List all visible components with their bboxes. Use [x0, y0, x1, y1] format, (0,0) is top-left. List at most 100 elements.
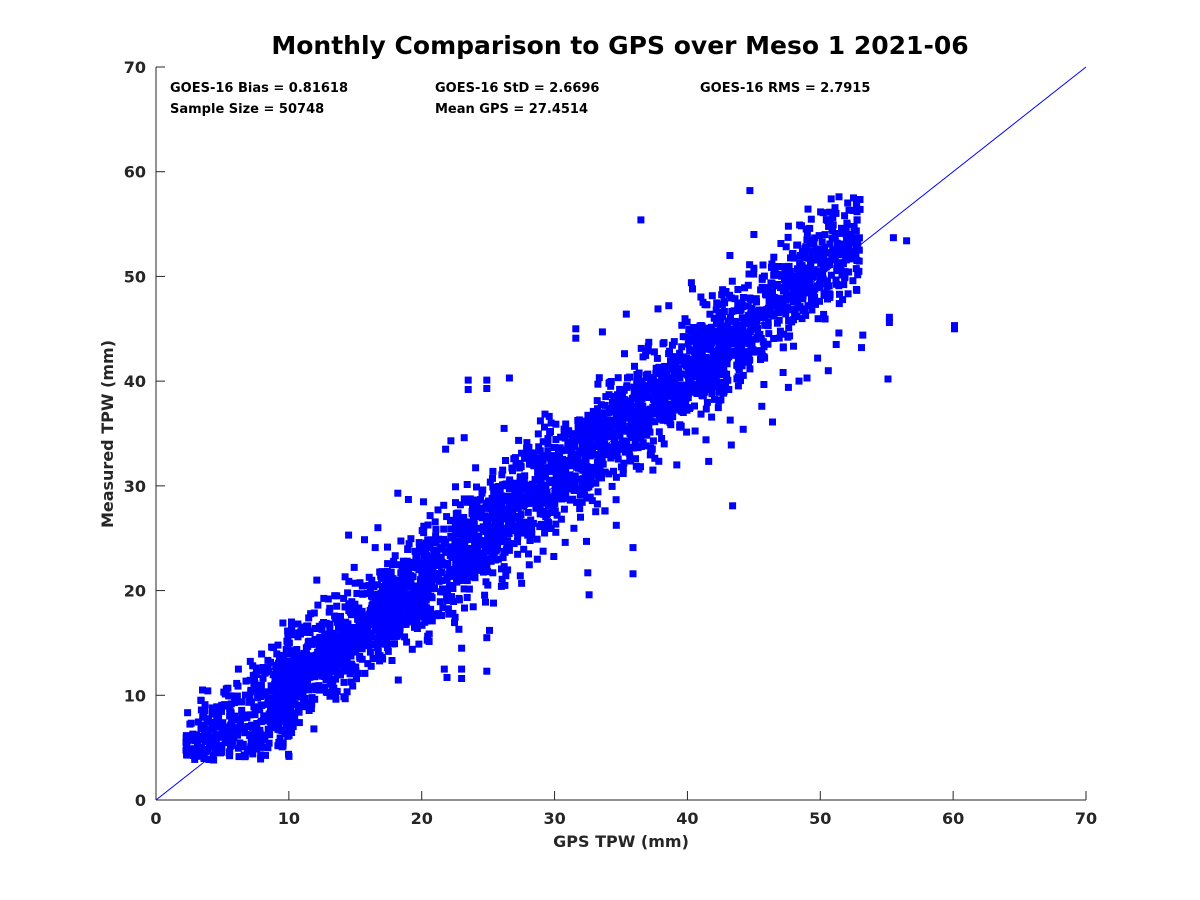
data-point	[721, 346, 729, 354]
data-point	[204, 734, 212, 742]
data-point	[273, 667, 280, 675]
data-point	[541, 491, 549, 499]
data-point	[506, 476, 514, 484]
data-point	[394, 676, 402, 684]
data-point	[334, 660, 342, 668]
data-point	[458, 568, 466, 575]
data-point	[591, 412, 599, 420]
data-point	[486, 626, 493, 634]
data-point	[302, 644, 310, 652]
data-point	[847, 230, 855, 238]
data-point	[806, 240, 814, 248]
data-point	[426, 552, 434, 560]
data-point	[594, 433, 602, 441]
data-point	[307, 610, 315, 618]
data-point	[600, 421, 608, 428]
data-point	[624, 374, 631, 382]
data-point	[554, 462, 562, 470]
data-point	[346, 639, 354, 647]
data-point	[552, 420, 560, 428]
data-point	[201, 721, 209, 729]
data-point	[404, 496, 412, 503]
data-point	[425, 638, 433, 645]
data-point	[249, 671, 257, 679]
data-point	[464, 559, 472, 567]
data-point	[703, 301, 711, 309]
data-point	[339, 631, 347, 639]
data-point	[734, 357, 742, 365]
data-point	[364, 660, 372, 668]
data-point	[588, 470, 596, 478]
data-point	[385, 584, 392, 592]
data-point	[589, 407, 597, 415]
data-point	[784, 233, 792, 241]
data-point	[806, 284, 813, 292]
data-point	[520, 476, 528, 484]
data-point	[276, 705, 284, 713]
data-point	[634, 388, 642, 395]
data-point	[200, 754, 208, 762]
y-axis-label: Measured TPW (mm)	[98, 340, 117, 528]
data-point	[668, 408, 675, 416]
data-point	[391, 610, 399, 618]
data-point	[232, 716, 240, 724]
data-point	[308, 652, 315, 660]
data-point	[747, 296, 755, 304]
data-point	[443, 674, 451, 681]
data-point	[650, 348, 658, 356]
data-point	[205, 715, 212, 723]
data-point	[434, 506, 442, 514]
data-point	[524, 488, 532, 495]
data-point	[562, 420, 570, 428]
data-point	[727, 340, 735, 348]
data-point	[607, 382, 615, 390]
data-point	[429, 584, 437, 592]
data-point	[741, 284, 749, 292]
data-point	[592, 508, 600, 516]
data-point	[396, 612, 404, 620]
reference-line	[155, 66, 1087, 801]
data-point	[808, 306, 816, 314]
data-point	[415, 603, 423, 611]
data-point	[264, 656, 272, 664]
data-point	[183, 750, 191, 758]
data-point	[290, 661, 298, 669]
data-point	[302, 670, 310, 678]
data-point	[777, 240, 785, 247]
data-point	[458, 665, 466, 673]
data-point	[346, 651, 354, 659]
data-point	[234, 682, 242, 690]
data-point	[644, 342, 652, 350]
data-point	[810, 290, 817, 297]
data-point	[500, 424, 508, 432]
data-point	[551, 452, 559, 460]
data-point	[856, 196, 864, 203]
data-point	[638, 377, 646, 385]
data-point	[801, 289, 809, 297]
data-point	[804, 205, 812, 213]
data-point	[614, 374, 622, 382]
data-point	[405, 566, 413, 574]
data-point	[644, 347, 652, 355]
data-point	[387, 624, 395, 632]
data-point	[554, 446, 562, 454]
data-point	[784, 383, 792, 391]
data-point	[688, 382, 696, 390]
data-point	[265, 739, 273, 747]
data-point	[384, 560, 392, 568]
data-point	[448, 553, 456, 561]
data-point	[752, 321, 760, 329]
data-point	[822, 263, 830, 271]
data-point	[845, 244, 853, 252]
data-point	[194, 718, 202, 726]
data-point	[575, 436, 583, 444]
data-point	[523, 439, 531, 447]
data-point	[677, 370, 685, 378]
data-point	[630, 433, 638, 441]
data-point	[432, 539, 440, 547]
data-point	[671, 383, 679, 391]
data-point	[619, 420, 627, 428]
data-point	[246, 657, 254, 665]
data-point	[719, 313, 727, 320]
data-point	[483, 561, 491, 569]
